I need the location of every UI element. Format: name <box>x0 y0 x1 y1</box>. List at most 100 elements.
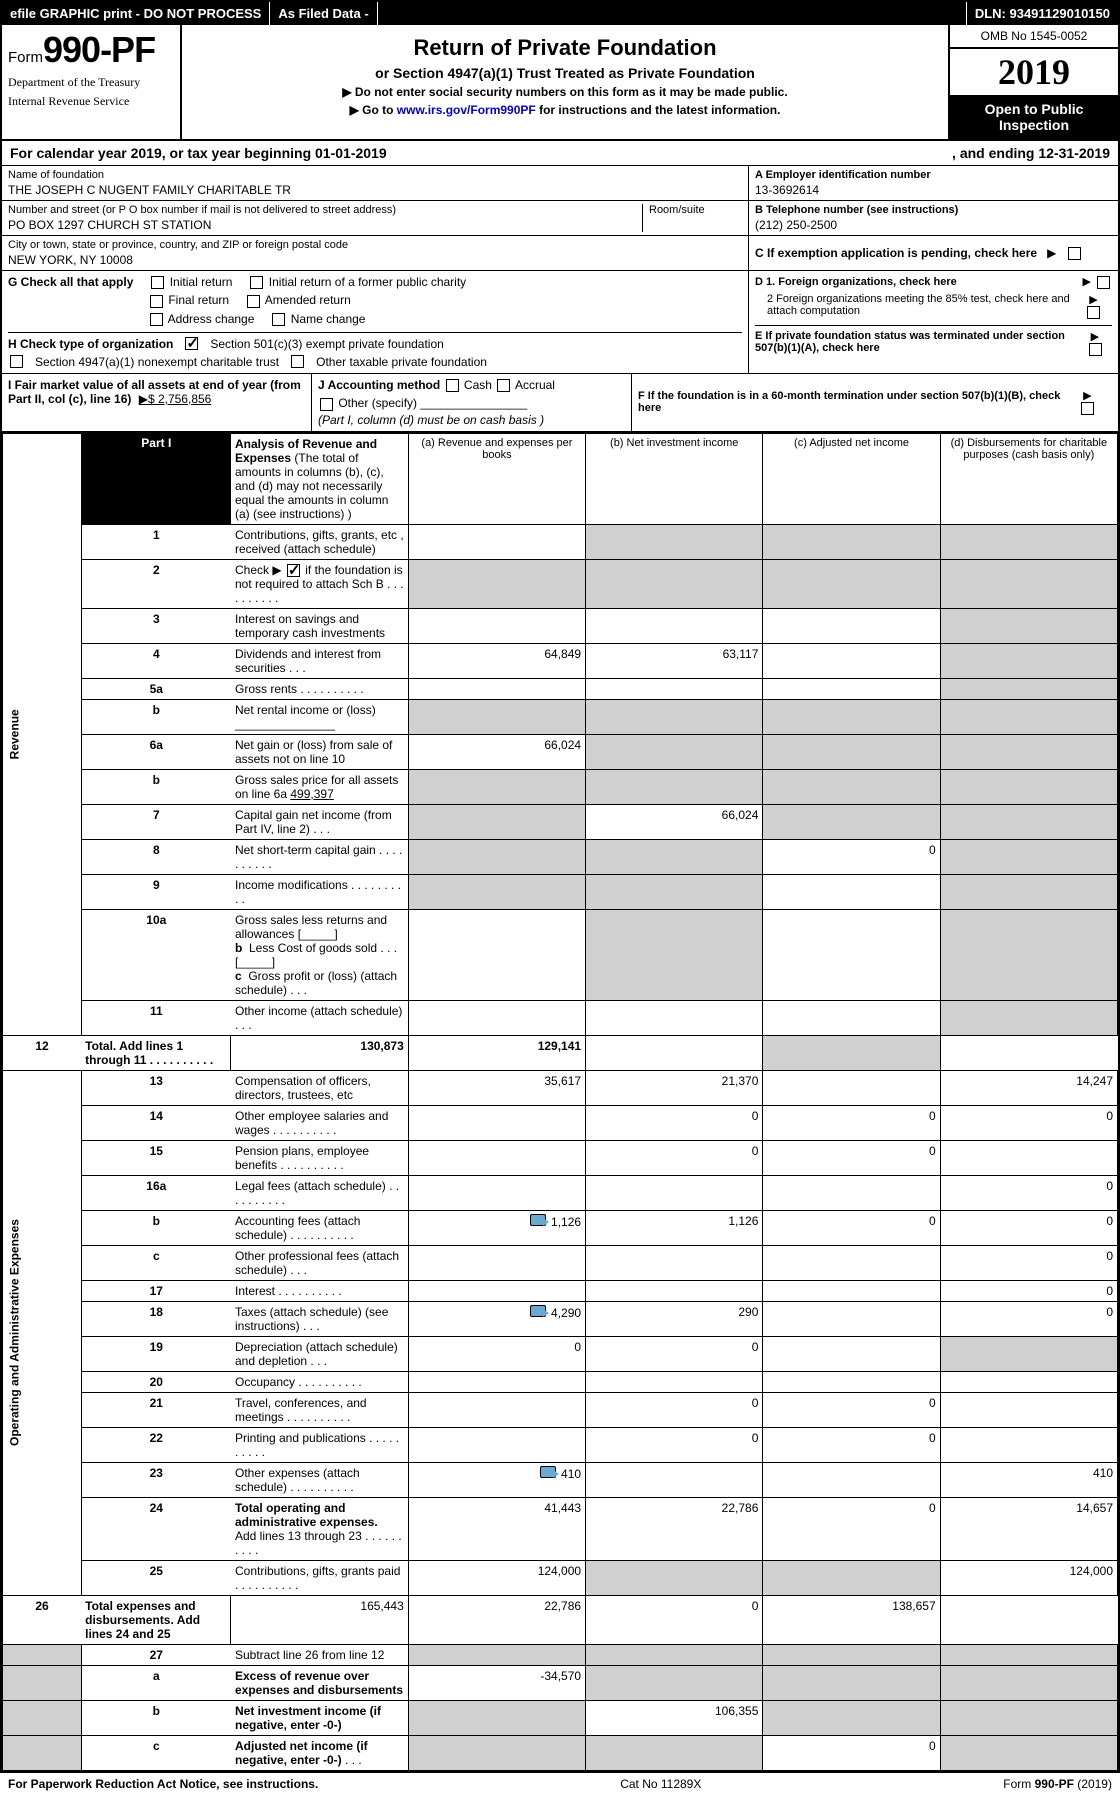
g-opt-final: Final return <box>168 293 229 307</box>
table-row: 25Contributions, gifts, grants paid124,0… <box>3 1560 1118 1595</box>
dln: DLN: 93491129010150 <box>967 2 1118 25</box>
attachment-icon[interactable] <box>540 1466 556 1478</box>
table-row: 4Dividends and interest from securities6… <box>3 643 1118 678</box>
calendar-year-row: For calendar year 2019, or tax year begi… <box>2 141 1118 166</box>
e-label: E If private foundation status was termi… <box>755 330 1087 356</box>
city-value: NEW YORK, NY 10008 <box>8 253 742 267</box>
g-opt-address: Address change <box>168 312 255 326</box>
top-banner: efile GRAPHIC print - DO NOT PROCESS As … <box>2 2 1118 25</box>
d1-label: D 1. Foreign organizations, check here <box>755 276 957 288</box>
dept-treasury: Department of the Treasury <box>8 75 174 90</box>
d1-checkbox[interactable] <box>1097 276 1110 289</box>
g-amended-checkbox[interactable] <box>247 295 260 308</box>
g-opt-initial: Initial return <box>170 275 233 289</box>
addr-label: Number and street (or P O box number if … <box>8 204 632 216</box>
table-row: bAccounting fees (attach schedule) 1,126… <box>3 1210 1118 1245</box>
h-other-checkbox[interactable] <box>291 355 304 368</box>
form-prefix: Form <box>8 49 43 66</box>
h-4947-checkbox[interactable] <box>10 355 23 368</box>
cal-year-begin: For calendar year 2019, or tax year begi… <box>10 145 387 161</box>
attachment-icon[interactable] <box>530 1214 546 1226</box>
header-right: OMB No 1545-0052 2019 Open to Public Ins… <box>948 25 1118 139</box>
form-page: efile GRAPHIC print - DO NOT PROCESS As … <box>0 0 1120 1773</box>
table-row: 22Printing and publications00 <box>3 1427 1118 1462</box>
table-row: 18Taxes (attach schedule) (see instructi… <box>3 1301 1118 1336</box>
table-row: 19Depreciation (attach schedule) and dep… <box>3 1336 1118 1371</box>
g-opt-amended: Amended return <box>265 293 351 307</box>
j-other-checkbox[interactable] <box>320 398 333 411</box>
form-header: Form990-PF Department of the Treasury In… <box>2 25 1118 141</box>
side-revenue: Revenue <box>3 433 82 1035</box>
d2-checkbox[interactable] <box>1087 306 1100 319</box>
table-row: 10aGross sales less returns and allowanc… <box>3 909 1118 1000</box>
table-row: 16aLegal fees (attach schedule)0 <box>3 1175 1118 1210</box>
h-opt-other: Other taxable private foundation <box>316 355 487 369</box>
i-value: ▶$ 2,756,856 <box>139 392 212 406</box>
cal-year-end: , and ending 12-31-2019 <box>952 145 1110 161</box>
schb-checkbox[interactable] <box>287 564 300 577</box>
box-c-checkbox[interactable] <box>1068 247 1081 260</box>
city-label: City or town, state or province, country… <box>8 239 742 251</box>
side-expenses: Operating and Administrative Expenses <box>3 1070 82 1595</box>
g-initial-checkbox[interactable] <box>151 276 164 289</box>
h-501c3-checkbox[interactable] <box>185 337 198 350</box>
table-row: bGross sales price for all assets on lin… <box>3 769 1118 804</box>
g-opt-initial-former: Initial return of a former public charit… <box>269 275 466 289</box>
g-final-checkbox[interactable] <box>150 295 163 308</box>
table-row: Operating and Administrative Expenses 13… <box>3 1070 1118 1105</box>
col-b-header: (b) Net investment income <box>586 433 763 524</box>
phone-label: B Telephone number (see instructions) <box>755 204 1112 216</box>
table-row: 20Occupancy <box>3 1371 1118 1392</box>
table-row: 24Total operating and administrative exp… <box>3 1497 1118 1560</box>
room-label: Room/suite <box>649 204 742 216</box>
dept-irs: Internal Revenue Service <box>8 94 174 109</box>
g-address-checkbox[interactable] <box>150 313 163 326</box>
form-number: 990-PF <box>43 29 155 70</box>
ein-value: 13-3692614 <box>755 183 1112 197</box>
part1-tag: Part I <box>81 433 231 524</box>
table-row: 17Interest0 <box>3 1280 1118 1301</box>
g-opt-name: Name change <box>291 312 366 326</box>
tax-year: 2019 <box>950 49 1118 95</box>
irs-link[interactable]: www.irs.gov/Form990PF <box>397 103 536 117</box>
table-row: 9Income modifications <box>3 874 1118 909</box>
h-opt-501c3: Section 501(c)(3) exempt private foundat… <box>210 337 443 351</box>
g-label: G Check all that apply <box>8 275 133 289</box>
table-row: 1Contributions, gifts, grants, etc , rec… <box>3 524 1118 559</box>
table-row: 5aGross rents <box>3 678 1118 699</box>
table-row: 2Check ▶ if the foundation is not requir… <box>3 559 1118 608</box>
table-row: 12Total. Add lines 1 through 11130,87312… <box>3 1035 1118 1070</box>
col-d-header: (d) Disbursements for charitable purpose… <box>940 433 1117 524</box>
form-instr2: ▶ Go to www.irs.gov/Form990PF for instru… <box>190 103 940 117</box>
h-label: H Check type of organization <box>8 337 173 351</box>
table-row: 8Net short-term capital gain0 <box>3 839 1118 874</box>
table-row: aExcess of revenue over expenses and dis… <box>3 1665 1118 1700</box>
table-row: 21Travel, conferences, and meetings00 <box>3 1392 1118 1427</box>
j-note: (Part I, column (d) must be on cash basi… <box>318 413 625 427</box>
footer-mid: Cat No 11289X <box>620 1777 701 1791</box>
phone-value: (212) 250-2500 <box>755 218 1112 232</box>
footer: For Paperwork Reduction Act Notice, see … <box>0 1773 1120 1795</box>
table-row: 27Subtract line 26 from line 12 <box>3 1644 1118 1665</box>
table-row: cOther professional fees (attach schedul… <box>3 1245 1118 1280</box>
attachment-icon[interactable] <box>530 1305 546 1317</box>
f-checkbox[interactable] <box>1081 402 1094 415</box>
dln-label: DLN: <box>975 6 1006 21</box>
j-cash-checkbox[interactable] <box>446 379 459 392</box>
table-row: bNet rental income or (loss) ___________… <box>3 699 1118 734</box>
form-title: Return of Private Foundation <box>190 35 940 61</box>
addr-value: PO BOX 1297 CHURCH ST STATION <box>8 218 632 232</box>
open-inspection: Open to Public Inspection <box>950 95 1118 139</box>
box-c-label: C If exemption application is pending, c… <box>755 246 1037 260</box>
part1-table: Revenue Part I Analysis of Revenue and E… <box>2 433 1118 1771</box>
j-accrual-checkbox[interactable] <box>497 379 510 392</box>
g-initial-former-checkbox[interactable] <box>250 276 263 289</box>
table-row: 26Total expenses and disbursements. Add … <box>3 1595 1118 1644</box>
table-row: 11Other income (attach schedule) <box>3 1000 1118 1035</box>
g-name-checkbox[interactable] <box>272 313 285 326</box>
form-subtitle: or Section 4947(a)(1) Trust Treated as P… <box>190 65 940 81</box>
e-checkbox[interactable] <box>1089 343 1102 356</box>
table-row: 7Capital gain net income (from Part IV, … <box>3 804 1118 839</box>
footer-left: For Paperwork Reduction Act Notice, see … <box>8 1777 318 1791</box>
col-a-header: (a) Revenue and expenses per books <box>408 433 585 524</box>
